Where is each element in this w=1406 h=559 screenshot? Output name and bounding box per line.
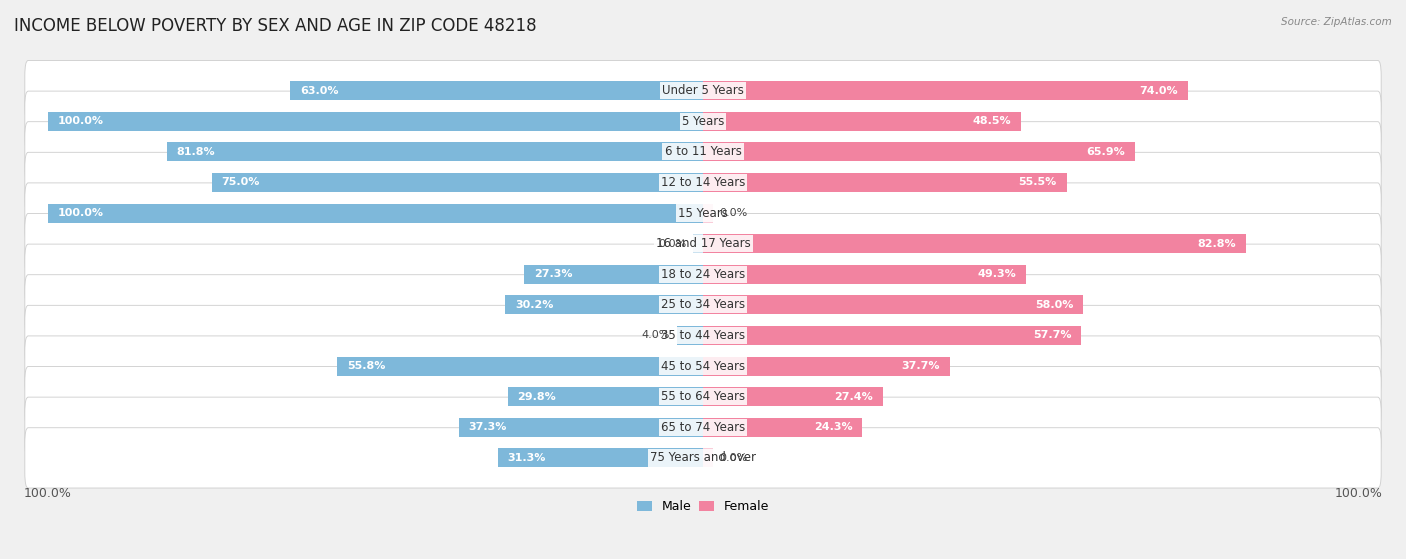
Text: 24.3%: 24.3% bbox=[814, 422, 852, 432]
Bar bbox=[703, 387, 883, 406]
Bar bbox=[703, 357, 950, 376]
FancyBboxPatch shape bbox=[25, 305, 1381, 366]
Text: 37.7%: 37.7% bbox=[901, 361, 941, 371]
Text: 55.5%: 55.5% bbox=[1018, 177, 1057, 187]
Bar bbox=[703, 203, 713, 222]
Text: 49.3%: 49.3% bbox=[977, 269, 1017, 280]
Text: 25 to 34 Years: 25 to 34 Years bbox=[661, 299, 745, 311]
Text: 35 to 44 Years: 35 to 44 Years bbox=[661, 329, 745, 342]
Text: 0.0%: 0.0% bbox=[720, 208, 748, 218]
Text: Under 5 Years: Under 5 Years bbox=[662, 84, 744, 97]
Bar bbox=[676, 326, 703, 345]
Bar bbox=[703, 448, 713, 467]
Bar bbox=[290, 81, 703, 100]
Text: INCOME BELOW POVERTY BY SEX AND AGE IN ZIP CODE 48218: INCOME BELOW POVERTY BY SEX AND AGE IN Z… bbox=[14, 17, 537, 35]
Bar bbox=[703, 265, 1026, 284]
Text: 75.0%: 75.0% bbox=[221, 177, 260, 187]
Text: 65 to 74 Years: 65 to 74 Years bbox=[661, 421, 745, 434]
Text: 65.9%: 65.9% bbox=[1087, 147, 1125, 157]
Legend: Male, Female: Male, Female bbox=[631, 495, 775, 518]
Text: 48.5%: 48.5% bbox=[973, 116, 1011, 126]
Bar bbox=[498, 448, 703, 467]
Text: Source: ZipAtlas.com: Source: ZipAtlas.com bbox=[1281, 17, 1392, 27]
Text: 82.8%: 82.8% bbox=[1197, 239, 1236, 249]
Text: 27.3%: 27.3% bbox=[534, 269, 572, 280]
FancyBboxPatch shape bbox=[25, 152, 1381, 212]
Text: 75 Years and over: 75 Years and over bbox=[650, 451, 756, 465]
Bar bbox=[48, 112, 703, 131]
FancyBboxPatch shape bbox=[25, 122, 1381, 182]
FancyBboxPatch shape bbox=[25, 91, 1381, 151]
Bar bbox=[703, 143, 1135, 162]
Bar bbox=[693, 234, 703, 253]
Bar bbox=[703, 326, 1081, 345]
Bar bbox=[703, 418, 862, 437]
Text: 15 Years: 15 Years bbox=[678, 206, 728, 220]
Text: 57.7%: 57.7% bbox=[1033, 330, 1071, 340]
Bar bbox=[703, 295, 1083, 314]
Text: 30.2%: 30.2% bbox=[515, 300, 554, 310]
Text: 100.0%: 100.0% bbox=[58, 208, 104, 218]
Bar bbox=[703, 81, 1188, 100]
Bar bbox=[458, 418, 703, 437]
Text: 29.8%: 29.8% bbox=[517, 392, 557, 402]
Text: 16 and 17 Years: 16 and 17 Years bbox=[655, 237, 751, 250]
FancyBboxPatch shape bbox=[25, 274, 1381, 335]
Text: 45 to 54 Years: 45 to 54 Years bbox=[661, 359, 745, 372]
Text: 37.3%: 37.3% bbox=[468, 422, 506, 432]
FancyBboxPatch shape bbox=[25, 397, 1381, 457]
Text: 5 Years: 5 Years bbox=[682, 115, 724, 128]
Text: 81.8%: 81.8% bbox=[177, 147, 215, 157]
FancyBboxPatch shape bbox=[25, 214, 1381, 274]
Text: 58.0%: 58.0% bbox=[1035, 300, 1073, 310]
Bar bbox=[703, 234, 1246, 253]
Text: 74.0%: 74.0% bbox=[1139, 86, 1178, 96]
Bar bbox=[703, 173, 1067, 192]
Text: 31.3%: 31.3% bbox=[508, 453, 546, 463]
Text: 55.8%: 55.8% bbox=[347, 361, 385, 371]
FancyBboxPatch shape bbox=[25, 244, 1381, 305]
Text: 0.0%: 0.0% bbox=[658, 239, 686, 249]
Text: 4.0%: 4.0% bbox=[643, 330, 671, 340]
FancyBboxPatch shape bbox=[25, 428, 1381, 488]
Bar bbox=[508, 387, 703, 406]
Text: 55 to 64 Years: 55 to 64 Years bbox=[661, 390, 745, 403]
Text: 0.0%: 0.0% bbox=[720, 453, 748, 463]
FancyBboxPatch shape bbox=[25, 336, 1381, 396]
Bar bbox=[524, 265, 703, 284]
Bar bbox=[167, 143, 703, 162]
FancyBboxPatch shape bbox=[25, 60, 1381, 121]
Text: 18 to 24 Years: 18 to 24 Years bbox=[661, 268, 745, 281]
Bar bbox=[703, 112, 1021, 131]
Bar bbox=[211, 173, 703, 192]
FancyBboxPatch shape bbox=[25, 183, 1381, 243]
Text: 12 to 14 Years: 12 to 14 Years bbox=[661, 176, 745, 189]
Text: 27.4%: 27.4% bbox=[834, 392, 873, 402]
Text: 100.0%: 100.0% bbox=[58, 116, 104, 126]
Bar bbox=[48, 203, 703, 222]
FancyBboxPatch shape bbox=[25, 367, 1381, 427]
Text: 6 to 11 Years: 6 to 11 Years bbox=[665, 145, 741, 158]
Text: 63.0%: 63.0% bbox=[299, 86, 339, 96]
Bar bbox=[337, 357, 703, 376]
Bar bbox=[505, 295, 703, 314]
